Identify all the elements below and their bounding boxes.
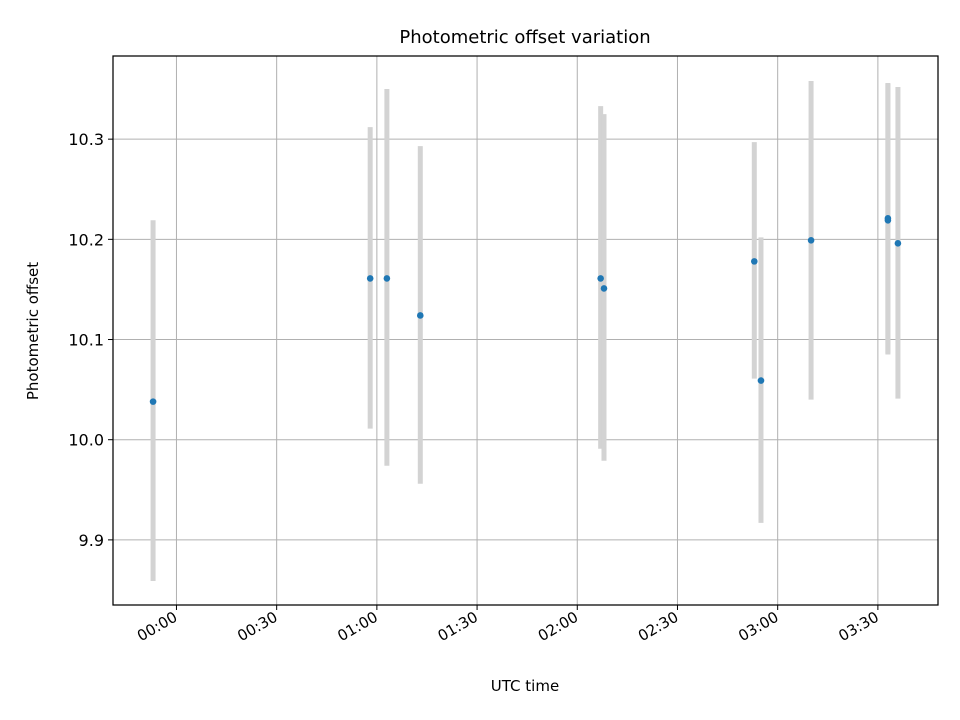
data-point — [807, 237, 815, 244]
data-point — [366, 275, 374, 282]
data-point — [416, 312, 424, 319]
y-tick-label: 9.9 — [79, 531, 104, 550]
y-tick-label: 10.3 — [68, 130, 104, 149]
data-point — [894, 240, 902, 247]
data-point — [757, 377, 765, 384]
data-point — [884, 214, 892, 222]
data-point — [750, 258, 758, 265]
y-tick-label: 10.2 — [68, 230, 104, 249]
plot-area — [113, 56, 938, 605]
data-point — [383, 275, 391, 282]
data-point — [597, 275, 604, 282]
chart-title: Photometric offset variation — [399, 27, 650, 48]
y-axis-label: Photometric offset — [24, 262, 42, 400]
y-tick-label: 10.1 — [68, 331, 104, 350]
gridlines — [113, 56, 938, 605]
data-point — [600, 285, 608, 292]
y-tick-label: 10.0 — [68, 431, 104, 450]
y-axis-ticks: 9.9 10.0 10.1 10.2 10.3 — [68, 130, 113, 550]
plot-frame — [112, 55, 939, 606]
x-axis-label: UTC time — [491, 677, 559, 695]
data-point — [149, 398, 157, 405]
data-points — [149, 214, 902, 405]
